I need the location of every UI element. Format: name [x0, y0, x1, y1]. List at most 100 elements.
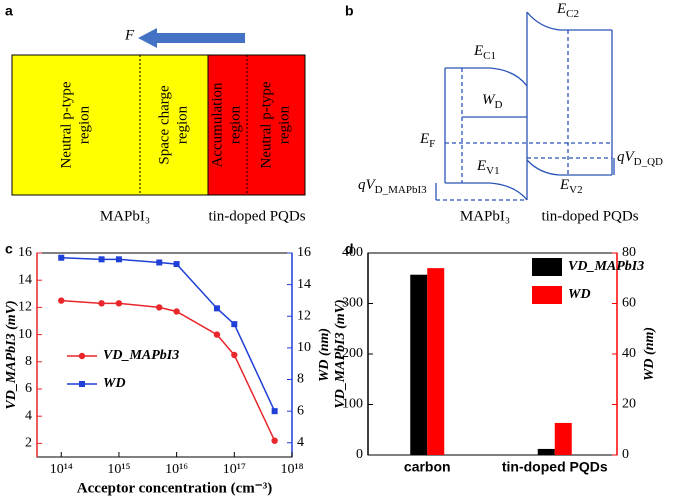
x-tick-label: 10¹⁴ [50, 462, 73, 477]
y2-tick-label: 10 [297, 340, 311, 355]
level-label: EC1 [473, 43, 496, 61]
force-label: F [124, 27, 135, 43]
material: tin-doped PQDs [541, 208, 638, 224]
point [231, 321, 238, 328]
y-tick-label: 0 [356, 447, 363, 462]
point [156, 259, 163, 266]
x-tick-label: 10¹⁵ [107, 462, 130, 477]
valence-band [445, 182, 528, 201]
region-label: Space charge region [156, 85, 190, 165]
region-text: Accumulation [209, 82, 225, 167]
y-tick-label: 6 [25, 381, 32, 396]
point [173, 308, 180, 315]
y2-axis-label: WD (nm) [317, 328, 332, 382]
material: tin-doped PQDs [208, 208, 305, 224]
level-sub: D [495, 99, 503, 111]
y-tick-label: 4 [25, 408, 32, 423]
point [58, 297, 65, 304]
y2-tick-label: 60 [622, 296, 636, 311]
y2-tick-label: 8 [297, 372, 304, 387]
point [98, 300, 105, 307]
y2-tick-label: 14 [297, 277, 311, 292]
region-bg [207, 54, 306, 196]
level-symbol: qV [617, 149, 636, 165]
legend-label: WD [568, 287, 591, 302]
bar [537, 448, 555, 455]
material: MAPbI₃ [100, 208, 150, 224]
material: MAPbI₃ [460, 208, 510, 224]
level-label: EV2 [559, 177, 583, 195]
y-axis-label: VD_MAPbI3 (mV) [4, 300, 19, 409]
y2-tick-label: 4 [297, 435, 304, 450]
point [213, 305, 220, 312]
level-sub: V2 [569, 184, 582, 196]
level-sub: C1 [483, 50, 496, 62]
conduction-band [526, 11, 612, 31]
y2-tick-label: 40 [622, 346, 636, 361]
level-sub: C2 [566, 8, 579, 20]
series-line [61, 299, 276, 441]
y-tick-label: 300 [342, 296, 363, 311]
x-tick-label: carbon [404, 459, 451, 475]
point [156, 304, 163, 311]
y-tick-label: 14 [18, 272, 32, 287]
arrow-head [138, 28, 157, 48]
level-label: WD [482, 92, 503, 110]
region-text: Space charge [156, 85, 172, 165]
point [98, 256, 105, 263]
x-tick-label: 10¹⁷ [223, 462, 246, 477]
region-label: Neutral p-type region [258, 81, 292, 168]
level-label: EC2 [556, 1, 579, 19]
level-symbol: E [556, 1, 566, 17]
level-label: qVD_MAPbI3 [358, 177, 427, 195]
point [115, 300, 123, 307]
level-sub: D_MAPbI3 [375, 184, 427, 196]
region-text: Neutral p-type [258, 81, 274, 168]
arrow-body [155, 33, 245, 43]
level-sub: F [429, 138, 435, 150]
panel-label: b [345, 3, 354, 19]
y-tick-label: 2 [25, 436, 32, 451]
x-tick-label: 10¹⁸ [280, 462, 303, 477]
y2-tick-label: 0 [622, 447, 629, 462]
level-symbol: E [559, 177, 569, 193]
y-tick-label: 100 [342, 397, 363, 412]
level-symbol: W [482, 92, 496, 108]
y2-tick-label: 20 [622, 397, 636, 412]
level-sub: V1 [486, 165, 499, 177]
region-text: region [276, 105, 292, 144]
level-symbol: E [419, 131, 429, 147]
y-tick-label: 400 [342, 245, 363, 260]
legend-label: VD_MAPbI3 [568, 259, 644, 274]
y-tick-label: 10 [18, 327, 32, 342]
region-label: Neutral p-type region [58, 81, 92, 168]
plot-frame [367, 252, 618, 456]
level-label: EF [419, 131, 435, 149]
y2-tick-label: 6 [297, 403, 304, 418]
y-tick-label: 16 [18, 245, 32, 260]
bar [410, 274, 428, 455]
conduction-band [445, 67, 528, 87]
level-sub: D_QD [634, 156, 663, 168]
legend-swatch [532, 286, 562, 304]
y-tick-label: 200 [342, 346, 363, 361]
series-line [61, 256, 276, 412]
bar [554, 422, 572, 455]
level-symbol: E [473, 43, 483, 59]
level-symbol: qV [358, 177, 377, 193]
point [271, 437, 278, 444]
y-tick-label: 8 [25, 354, 32, 369]
panel-label: c [5, 241, 13, 257]
legend-label: VD_MAPbI3 [103, 348, 179, 363]
x-axis-label: Acceptor concentration (cm⁻³) [77, 480, 272, 496]
level-symbol: E [476, 158, 486, 174]
point [58, 254, 65, 261]
valence-band [526, 159, 612, 176]
region-text: Neutral p-type [58, 81, 74, 168]
y2-tick-label: 16 [297, 245, 311, 260]
region-label: Accumulation region [209, 82, 243, 167]
y2-tick-label: 80 [622, 245, 636, 260]
level-label: EV1 [476, 158, 500, 176]
region-text: region [174, 105, 190, 144]
